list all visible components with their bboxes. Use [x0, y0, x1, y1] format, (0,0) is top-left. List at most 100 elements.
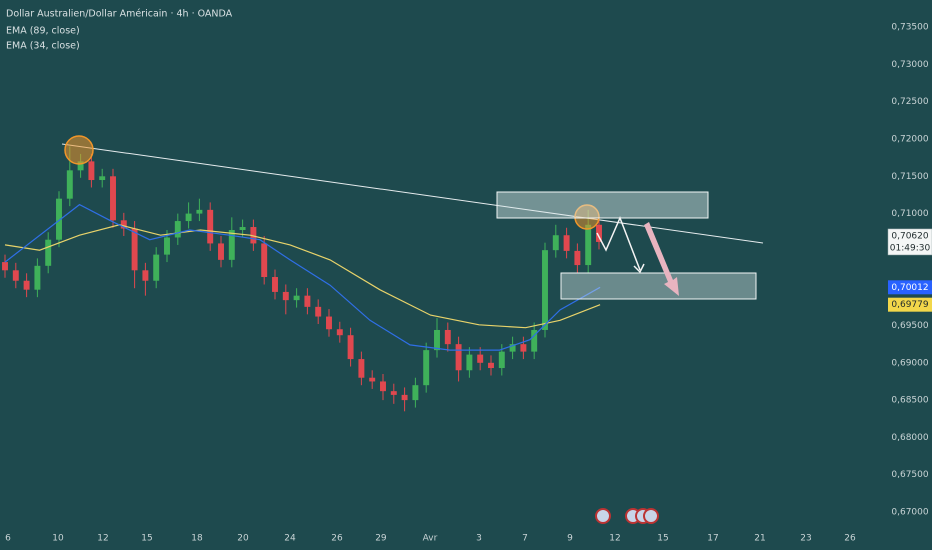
y-tick-label: 0,68500 [891, 396, 928, 406]
candle-body [455, 344, 462, 371]
candle-body [207, 209, 214, 244]
x-tick-label: 3 [476, 534, 482, 544]
candle-body [153, 254, 160, 281]
candle-body [542, 250, 548, 330]
candle-body [2, 262, 8, 271]
price-label-box [888, 297, 932, 312]
candle-body [250, 227, 257, 244]
candle-body [563, 235, 570, 251]
candle-body [120, 220, 127, 229]
candle-body [218, 243, 224, 260]
candle-body [131, 228, 138, 271]
candle-body [498, 351, 505, 369]
plot-area [2, 146, 602, 412]
event-icon[interactable] [595, 508, 611, 524]
axes: 0,73500 0,73000 0,72500 0,72000 0,71500 0,710… [5, 23, 932, 544]
y-tick-label: 0,73000 [891, 60, 928, 70]
ema-line [4, 224, 601, 329]
y-tick-label: 0,72500 [891, 97, 928, 107]
highlight-circle [64, 135, 94, 165]
price-label: 0,70620 [891, 231, 928, 241]
x-tick-label: Avr [423, 534, 438, 544]
candle-body [585, 224, 592, 266]
candle-body [164, 237, 170, 255]
price-label-box [888, 280, 932, 295]
resistance-zone [496, 191, 709, 219]
candle-body [574, 250, 581, 266]
candle-body [99, 176, 106, 181]
event-icon[interactable] [643, 508, 659, 524]
candle-body [239, 227, 246, 231]
candle-body [412, 385, 419, 401]
projection-arrow [596, 216, 641, 271]
y-tick-label: 0,69500 [891, 321, 928, 331]
y-tick-label: 0,67000 [891, 508, 928, 518]
candle-body [293, 295, 300, 301]
candle-body [444, 329, 451, 345]
legend-entry: EMA (89, close) [6, 26, 80, 37]
y-tick-label: 0,71000 [891, 209, 928, 219]
projection-arrow [644, 222, 679, 296]
x-tick-label: 6 [5, 534, 11, 544]
countdown: 01:49:30 [890, 243, 931, 253]
candle-body [23, 280, 30, 290]
candle-body [174, 221, 181, 238]
target-zone [560, 272, 757, 300]
candle-body [185, 213, 192, 222]
candle-body [12, 270, 19, 281]
candle-body [228, 230, 235, 260]
x-tick-label: 7 [522, 534, 528, 544]
x-tick-label: 26 [331, 534, 343, 544]
candle-body [282, 291, 289, 301]
legend: Dollar Australien/Dollar Américain · 4h … [6, 9, 233, 52]
x-tick-label: 26 [844, 534, 856, 544]
candle-body [66, 170, 73, 199]
x-tick-label: 20 [237, 534, 249, 544]
candle-body [56, 198, 62, 240]
candle-body [358, 359, 365, 378]
x-tick-label: 15 [141, 534, 152, 544]
x-tick-label: 29 [375, 534, 387, 544]
x-tick-label: 24 [284, 534, 296, 544]
event-icons [595, 508, 659, 524]
x-tick-label: 12 [609, 534, 620, 544]
candle-body [434, 329, 440, 351]
candle-body [380, 381, 386, 392]
x-tick-label: 17 [707, 534, 718, 544]
candle-body [531, 329, 538, 352]
candle-body [336, 329, 343, 336]
drawings [61, 135, 764, 300]
candle-body [552, 235, 559, 251]
candle-body [261, 243, 268, 278]
candle-body [77, 161, 84, 171]
candle-body [596, 224, 602, 242]
arrow-head [633, 263, 645, 274]
candle-body [110, 176, 116, 221]
chart-title: Dollar Australien/Dollar Américain · 4h … [6, 9, 233, 20]
candle-body [196, 209, 203, 214]
candle-body [369, 377, 376, 382]
candle-body [142, 270, 149, 281]
y-tick-label: 0,68000 [891, 433, 928, 443]
y-tick-label: 0,69000 [891, 358, 928, 368]
candle-body [326, 316, 332, 330]
y-tick-label: 0,73500 [891, 23, 928, 33]
highlight-circle [574, 204, 600, 230]
candle-body [88, 161, 95, 181]
candle-body [390, 391, 397, 395]
candle-body [520, 344, 527, 352]
candle-body [423, 350, 430, 386]
y-tick-label: 0,72000 [891, 134, 928, 144]
x-tick-label: 12 [97, 534, 108, 544]
x-tick-label: 15 [657, 534, 668, 544]
x-tick-label: 21 [754, 534, 765, 544]
price-label-box [887, 228, 932, 256]
y-tick-label: 0,67500 [891, 470, 928, 480]
candle-body [315, 306, 322, 317]
x-tick-label: 9 [567, 534, 573, 544]
candle-body [488, 362, 494, 369]
candle-body [34, 265, 41, 290]
